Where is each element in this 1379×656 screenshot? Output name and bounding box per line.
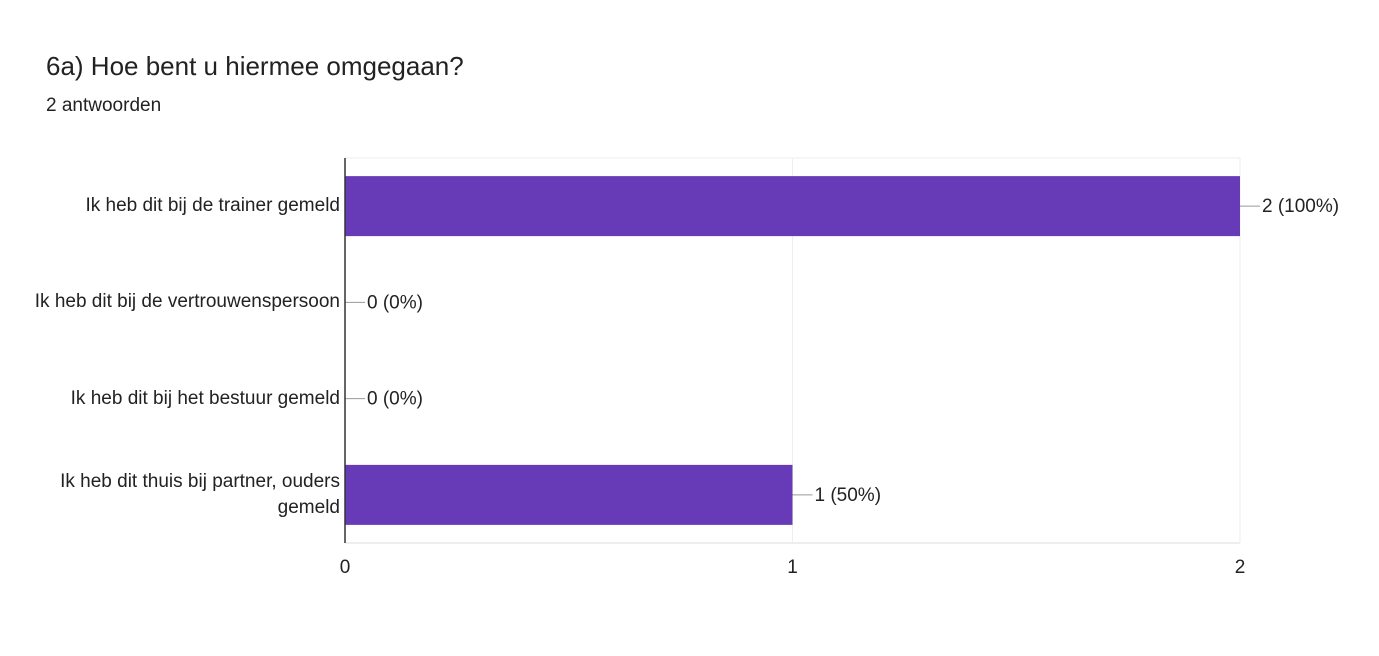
y-tick-label: Ik heb dit thuis bij partner, ouders gem… <box>0 447 340 543</box>
category-text: Ik heb dit bij de vertrouwenspersoon <box>34 291 340 313</box>
x-tick-label: 0 <box>340 557 351 578</box>
category-text: Ik heb dit bij het bestuur gemeld <box>70 387 340 409</box>
x-tick-label: 2 <box>1235 557 1246 578</box>
data-label: 0 (0%) <box>367 389 423 410</box>
x-tick-label: 1 <box>787 557 798 578</box>
category-text: Ik heb dit bij de trainer gemeld <box>85 195 340 216</box>
data-label: 1 (50%) <box>815 485 882 506</box>
chart-subtitle: 2 antwoorden <box>46 95 161 116</box>
category-text: Ik heb dit thuis bij partner, ouders gem… <box>60 470 340 518</box>
chart-title: 6a) Hoe bent u hiermee omgegaan? <box>46 51 464 81</box>
y-tick-label: Ik heb dit bij de vertrouwenspersoon <box>0 254 340 350</box>
bar <box>345 464 793 525</box>
bar <box>345 176 1240 237</box>
y-tick-label: Ik heb dit bij de trainer gemeld <box>0 158 340 254</box>
data-label: 2 (100%) <box>1262 196 1339 217</box>
y-tick-label: Ik heb dit bij het bestuur gemeld <box>0 351 340 447</box>
data-label: 0 (0%) <box>367 292 423 313</box>
